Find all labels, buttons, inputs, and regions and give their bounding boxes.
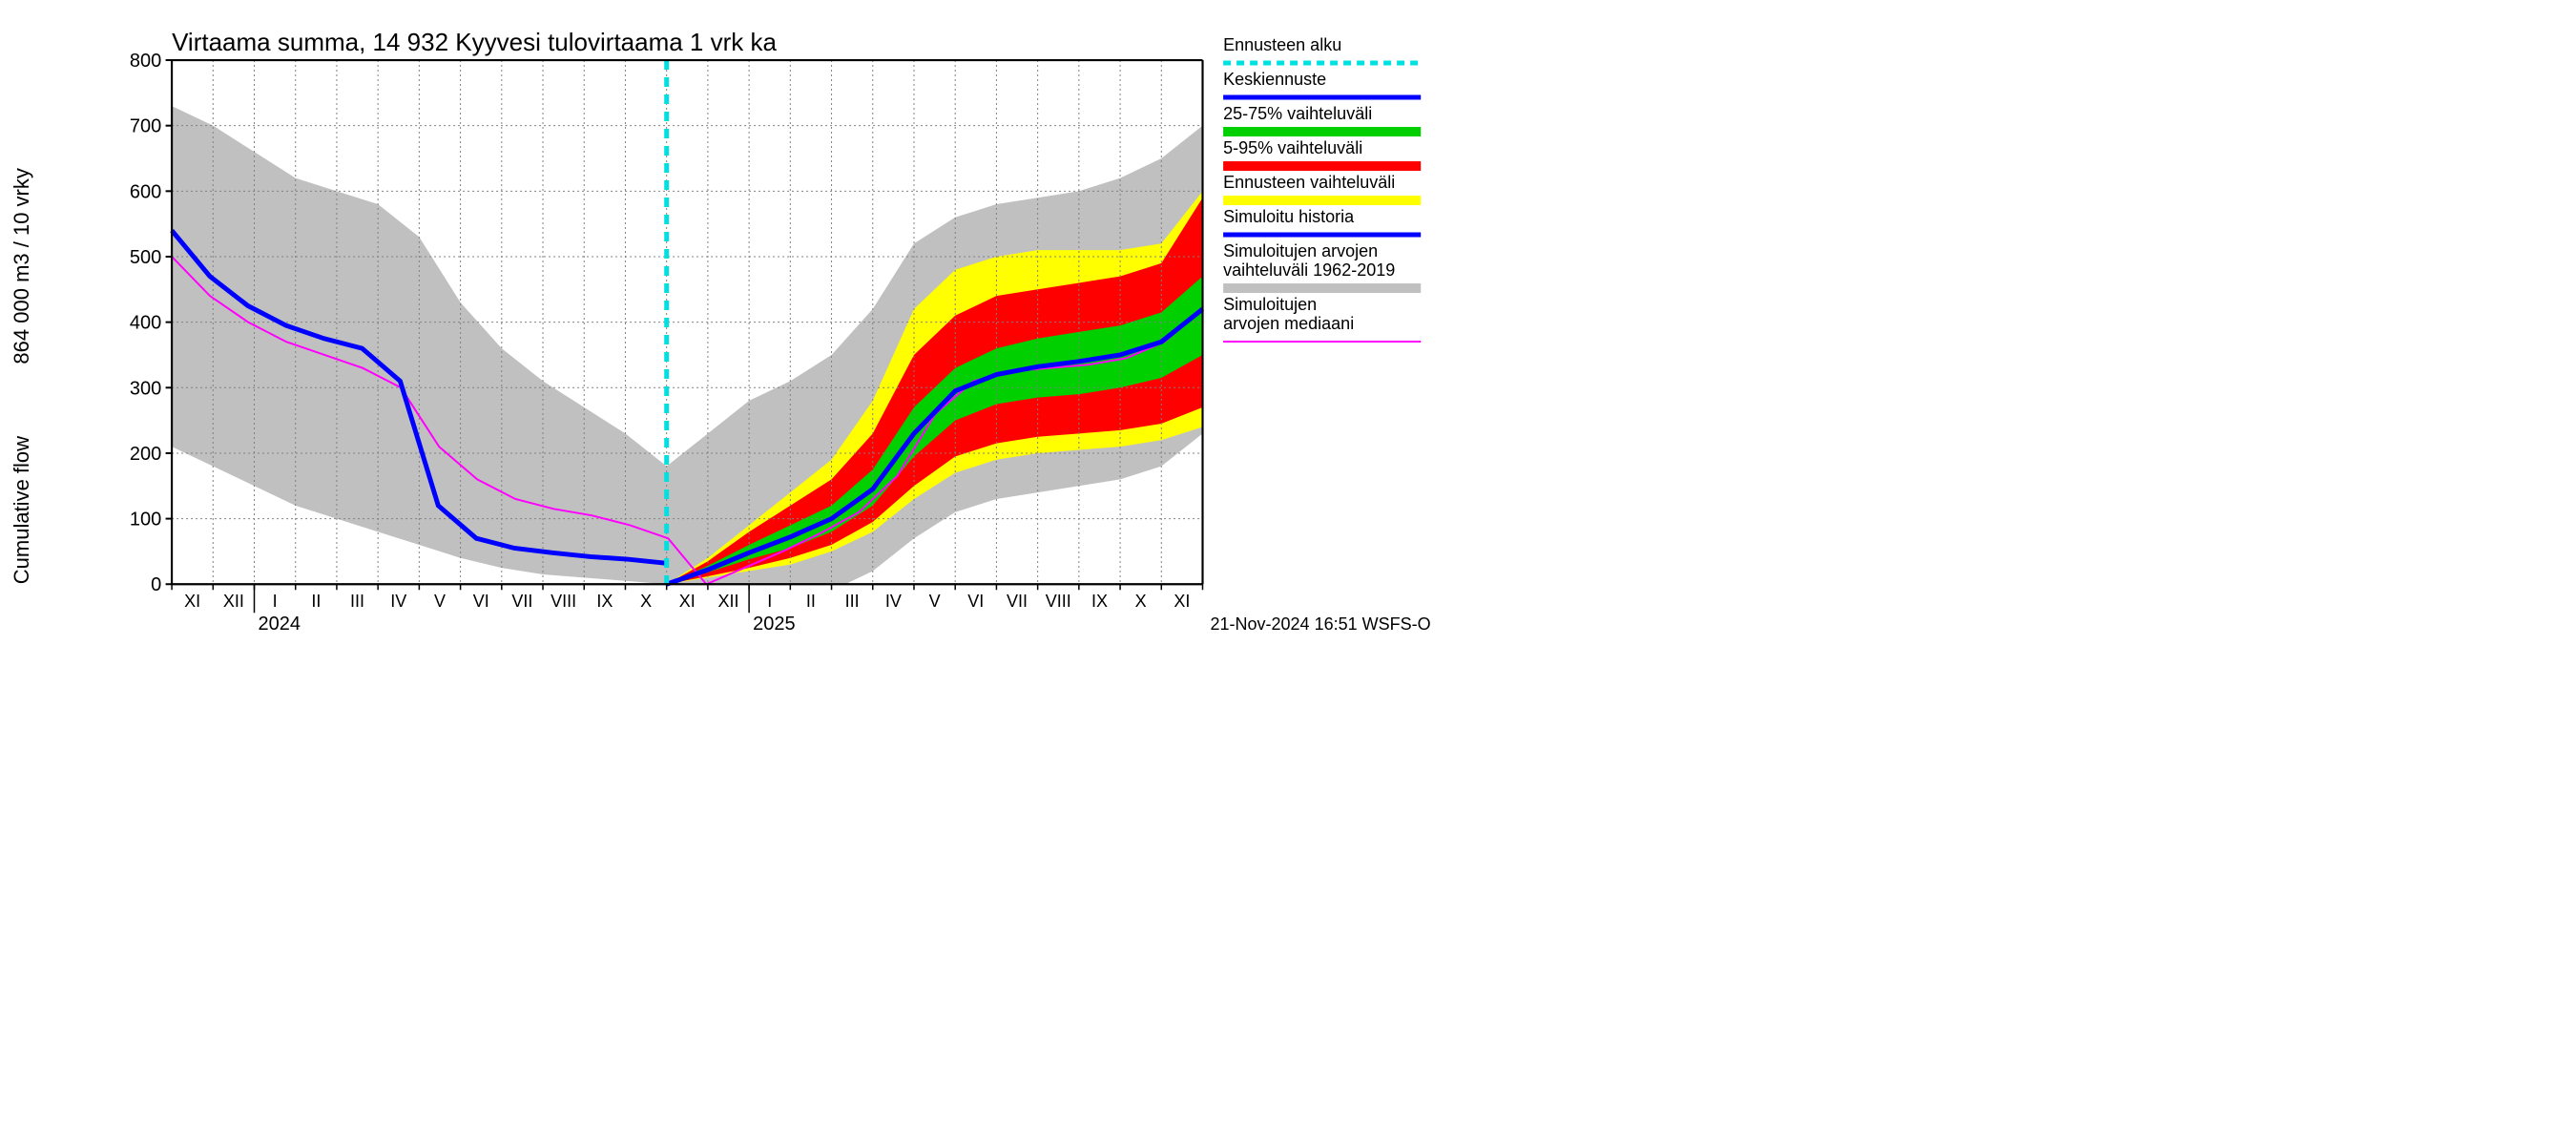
x-month-label: XI <box>184 592 200 611</box>
y-tick-label: 200 <box>130 444 161 465</box>
x-month-label: VII <box>511 592 532 611</box>
y-axis-label-2: 864 000 m3 / 10 vrky <box>10 168 33 364</box>
x-month-label: X <box>640 592 652 611</box>
x-month-label: VIII <box>1046 592 1071 611</box>
legend-label: Simuloitu historia <box>1223 207 1355 226</box>
legend-swatch <box>1223 283 1421 293</box>
x-year-label: 2025 <box>753 614 796 635</box>
chart-container: 0100200300400500600700800XIXIIIIIIIIIVVV… <box>0 0 1431 636</box>
legend-label: 25-75% vaihteluväli <box>1223 104 1372 123</box>
x-month-label: XI <box>679 592 696 611</box>
x-month-label: XI <box>1174 592 1190 611</box>
x-month-label: IV <box>390 592 406 611</box>
legend-label: Ennusteen vaihteluväli <box>1223 173 1395 192</box>
x-month-label: XII <box>223 592 244 611</box>
x-month-label: VI <box>967 592 984 611</box>
y-tick-label: 800 <box>130 51 161 72</box>
legend-swatch <box>1223 127 1421 136</box>
legend-label: 5-95% vaihteluväli <box>1223 138 1362 157</box>
x-month-label: V <box>929 592 941 611</box>
y-tick-label: 500 <box>130 247 161 268</box>
y-tick-label: 400 <box>130 313 161 334</box>
x-month-label: I <box>767 592 772 611</box>
x-month-label: II <box>806 592 816 611</box>
legend-label: vaihteluväli 1962-2019 <box>1223 260 1395 280</box>
y-tick-label: 700 <box>130 116 161 137</box>
legend-label: Simuloitujen arvojen <box>1223 241 1378 260</box>
legend-swatch <box>1223 196 1421 205</box>
x-month-label: I <box>273 592 278 611</box>
x-month-label: V <box>434 592 446 611</box>
legend-label: Keskiennuste <box>1223 70 1326 89</box>
x-month-label: IV <box>885 592 902 611</box>
x-year-label: 2024 <box>259 614 301 635</box>
x-month-label: VI <box>473 592 489 611</box>
x-month-label: II <box>311 592 321 611</box>
x-month-label: IX <box>596 592 613 611</box>
y-tick-label: 100 <box>130 510 161 531</box>
legend-label: Ennusteen alku <box>1223 35 1341 54</box>
x-month-label: XII <box>717 592 738 611</box>
legend-label: arvojen mediaani <box>1223 314 1354 333</box>
y-tick-label: 300 <box>130 378 161 399</box>
x-month-label: IX <box>1091 592 1108 611</box>
footer-timestamp: 21-Nov-2024 16:51 WSFS-O <box>1211 614 1431 634</box>
chart-title: Virtaama summa, 14 932 Kyyvesi tulovirta… <box>172 28 777 56</box>
x-month-label: VII <box>1007 592 1028 611</box>
legend-swatch <box>1223 161 1421 171</box>
y-tick-label: 0 <box>151 574 161 595</box>
x-month-label: VIII <box>551 592 576 611</box>
y-tick-label: 600 <box>130 181 161 202</box>
legend-label: Simuloitujen <box>1223 295 1317 314</box>
x-month-label: III <box>845 592 860 611</box>
cumulative-flow-chart: 0100200300400500600700800XIXIIIIIIIIIVVV… <box>0 0 1431 636</box>
x-month-label: III <box>350 592 364 611</box>
x-month-label: X <box>1135 592 1147 611</box>
y-axis-label-1: Cumulative flow <box>10 436 33 584</box>
